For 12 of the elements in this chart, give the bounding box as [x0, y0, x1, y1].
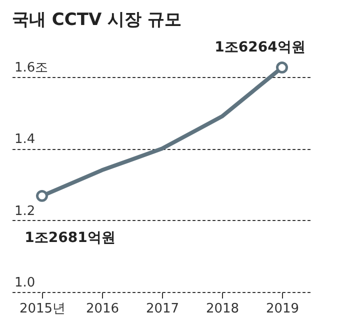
x-tick-label: 2017 — [146, 302, 180, 316]
annotation: 1조2681억원 — [24, 230, 116, 246]
y-tick-label: 1.6조 — [14, 60, 48, 76]
x-tick-label: 2016 — [86, 302, 120, 316]
annotation: 1조6264억원 — [214, 40, 306, 56]
x-tick-label: 2015년 — [19, 302, 66, 316]
y-tick-label: 1.2 — [14, 204, 36, 219]
chart-title: 국내 CCTV 시장 규모 — [11, 9, 182, 32]
x-tick-label: 2018 — [206, 302, 240, 316]
y-tick-label: 1.4 — [14, 132, 36, 148]
x-tick-label: 2019 — [266, 302, 300, 316]
y-tick-label: 1.0 — [14, 276, 36, 290]
